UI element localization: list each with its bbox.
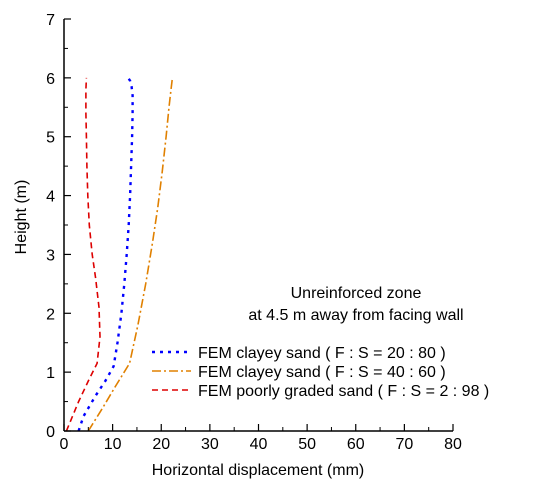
annotation-line-1: Unreinforced zone <box>291 285 422 302</box>
annotation-line-2: at 4.5 m away from facing wall <box>248 307 463 324</box>
x-tick-label: 20 <box>152 436 170 453</box>
legend-label-2: FEM clayey sand ( F : S = 40 : 60 ) <box>198 364 446 381</box>
ticks: 0 10 20 30 40 50 60 70 80 0 1 2 3 4 5 6 7 <box>46 12 462 453</box>
legend: FEM clayey sand ( F : S = 20 : 80 ) FEM c… <box>152 345 489 400</box>
x-tick-label: 40 <box>250 436 268 453</box>
y-tick-label: 1 <box>46 365 55 382</box>
y-tick-label: 5 <box>46 130 55 147</box>
y-tick-label: 0 <box>46 424 55 441</box>
x-tick-label: 80 <box>444 436 462 453</box>
y-tick-label: 4 <box>46 189 55 206</box>
legend-label-3: FEM poorly graded sand ( F : S = 2 : 98 … <box>198 383 489 400</box>
x-tick-label: 60 <box>347 436 365 453</box>
x-tick-label: 30 <box>201 436 219 453</box>
y-tick-label: 7 <box>46 12 55 29</box>
y-tick-label: 3 <box>46 247 55 264</box>
series-line-2 <box>87 77 174 432</box>
x-tick-label: 0 <box>60 436 69 453</box>
y-tick-label: 2 <box>46 306 55 323</box>
plot-lines <box>65 77 174 432</box>
y-axis-title: Height (m) <box>13 180 30 255</box>
x-tick-label: 10 <box>104 436 122 453</box>
series-line-1 <box>77 77 134 432</box>
x-axis-title: Horizontal displacement (mm) <box>152 462 365 479</box>
legend-label-1: FEM clayey sand ( F : S = 20 : 80 ) <box>198 345 446 362</box>
x-tick-label: 50 <box>298 436 316 453</box>
x-tick-label: 70 <box>395 436 413 453</box>
y-tick-label: 6 <box>46 71 55 88</box>
series-line-3 <box>65 77 101 432</box>
